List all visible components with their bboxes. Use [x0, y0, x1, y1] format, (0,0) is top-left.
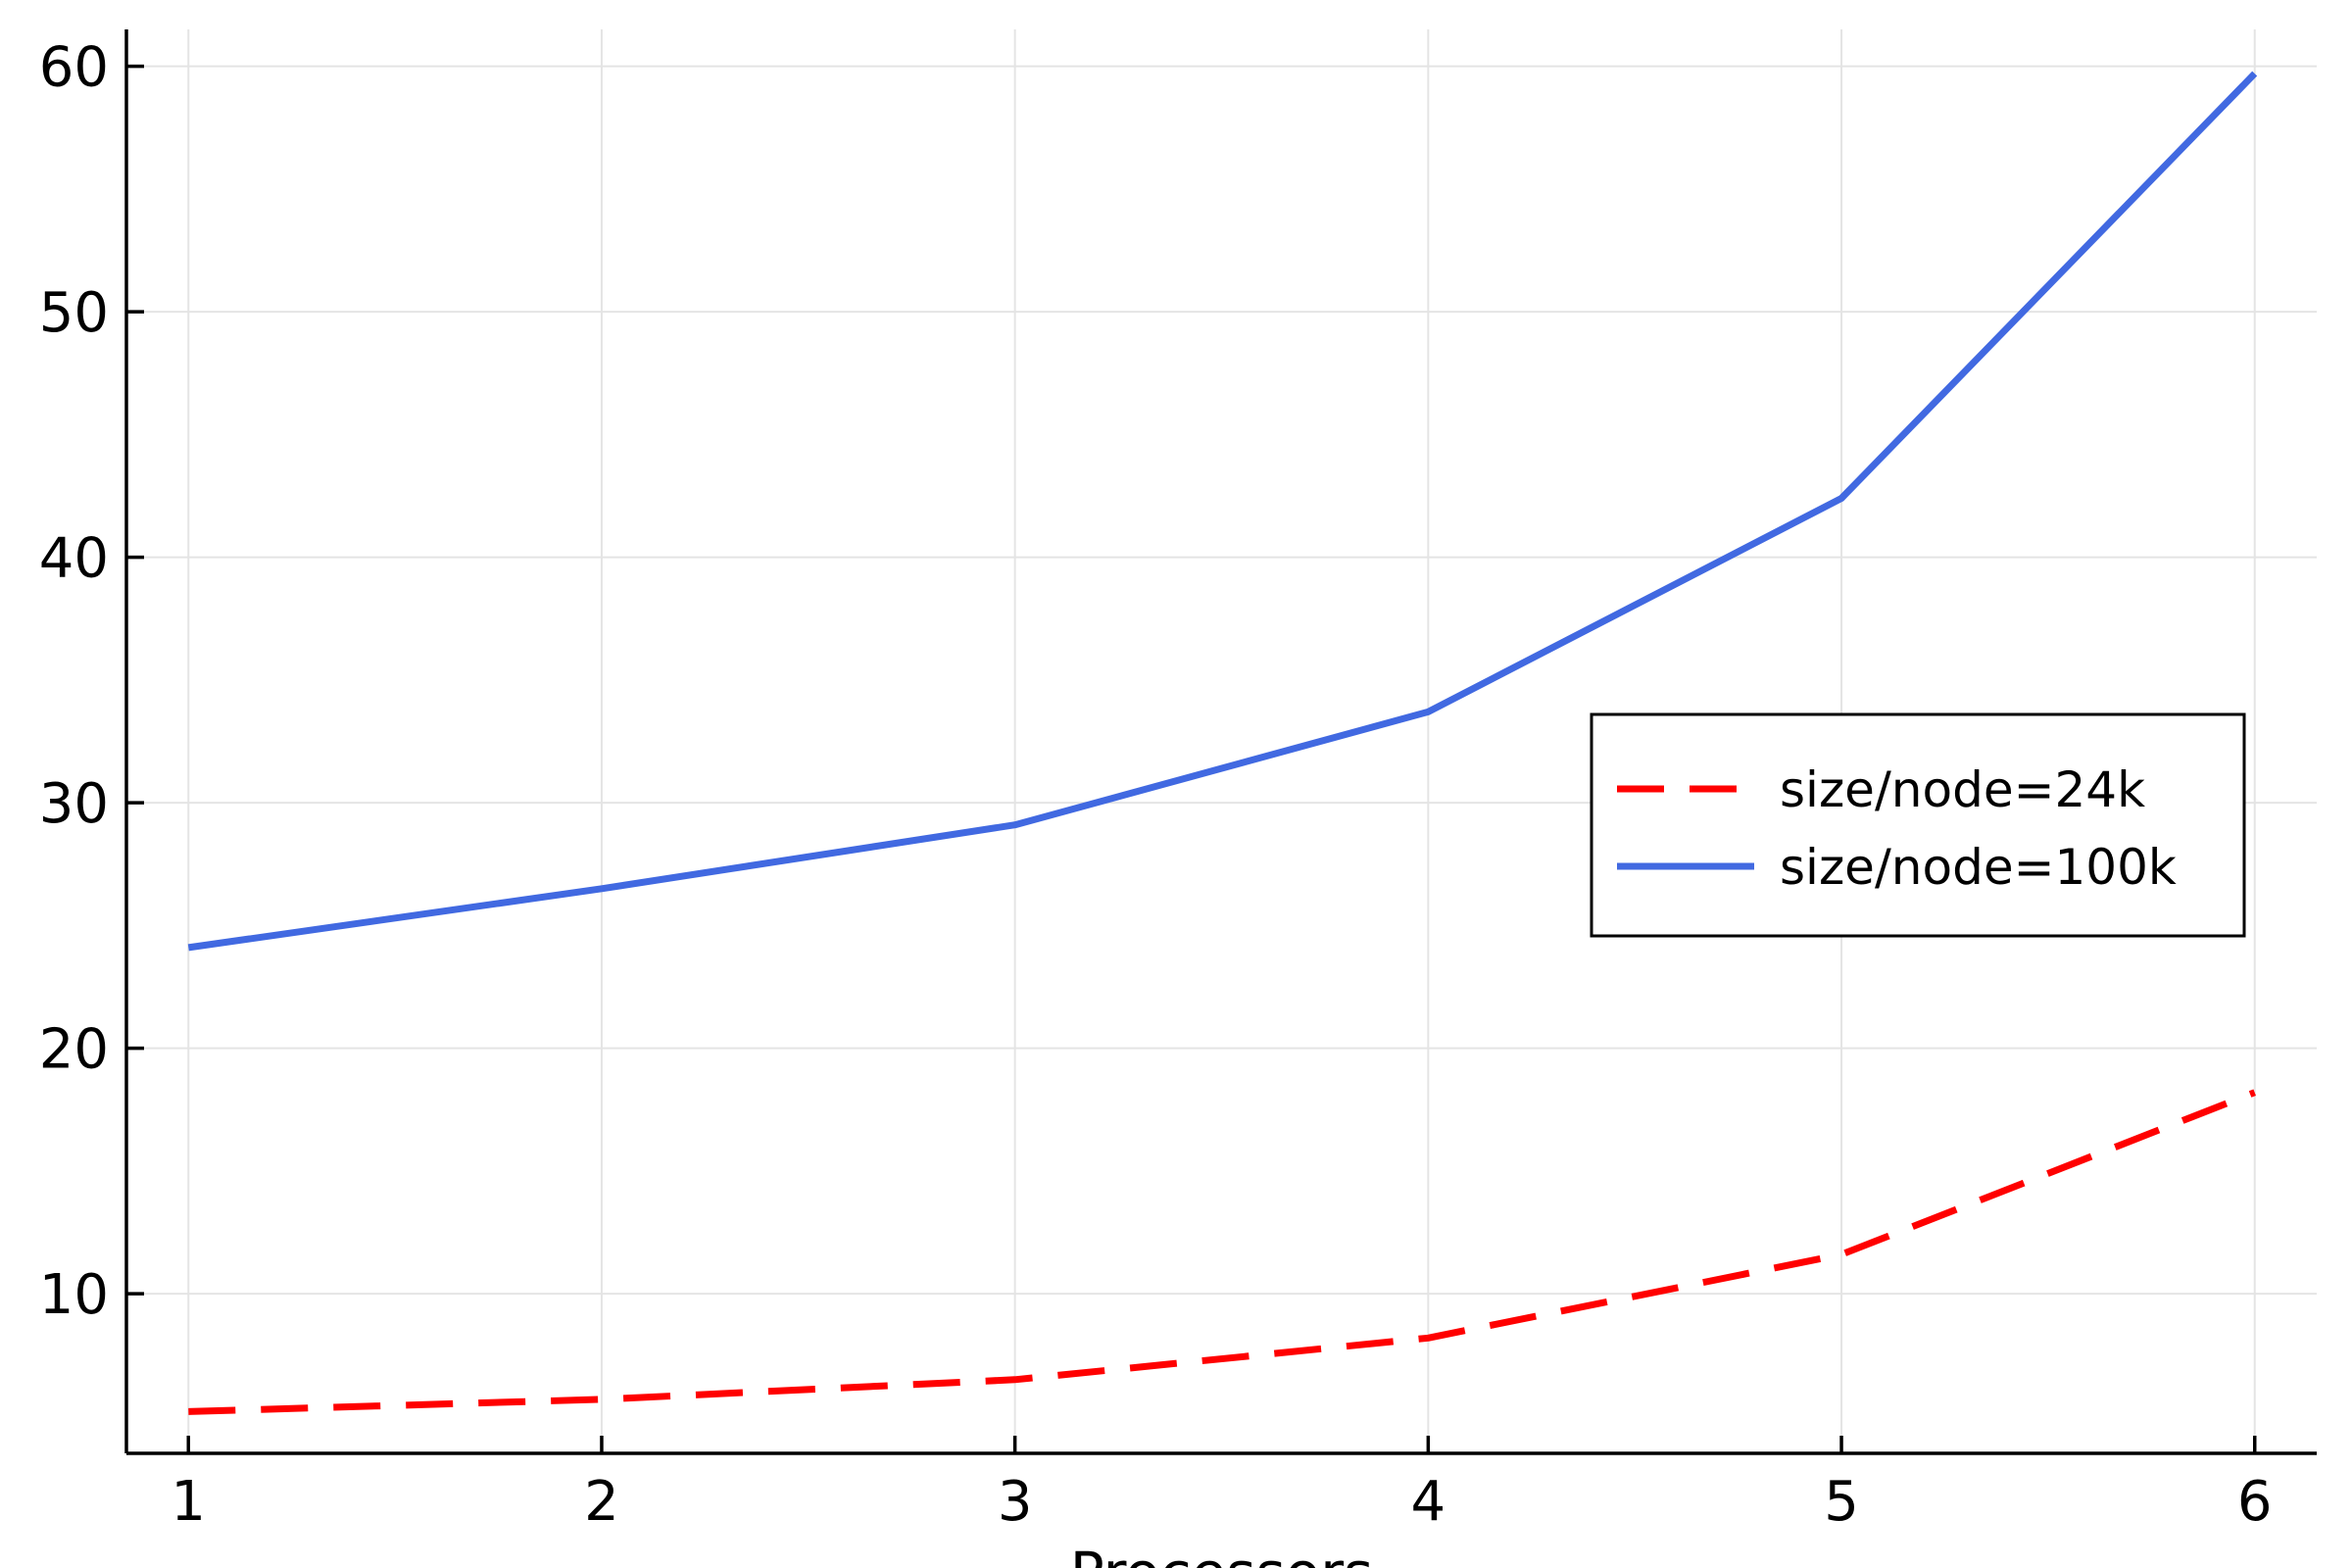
ticks: 1 2 3 4 5 6 10 20 30 40 50 60	[39, 36, 2273, 1534]
series-line-1	[187, 71, 2258, 952]
y-tick-label: 20	[39, 1018, 109, 1082]
legend: size/node=24k size/node=100k	[1590, 712, 2246, 938]
y-tick-label: 50	[39, 281, 109, 345]
axes	[124, 29, 2317, 1455]
y-tick-label: 10	[39, 1263, 109, 1327]
x-axis-label: Processors	[1070, 1540, 1374, 1568]
legend-box	[1590, 712, 2246, 938]
y-tick-label: 40	[39, 527, 109, 591]
y-tick-label: 60	[39, 36, 109, 100]
legend-label-0: size/node=24k	[1780, 761, 2145, 818]
y-tick-label: 30	[39, 772, 109, 836]
x-tick-label: 2	[584, 1470, 619, 1534]
legend-label-1: size/node=100k	[1780, 839, 2177, 896]
x-tick-label: 3	[998, 1470, 1033, 1534]
x-tick-label: 4	[1411, 1470, 1446, 1534]
x-tick-label: 6	[2237, 1470, 2273, 1534]
series	[187, 71, 2258, 1415]
x-tick-label: 1	[171, 1470, 206, 1534]
series-line-0	[188, 1089, 2256, 1415]
x-tick-label: 5	[1824, 1470, 1859, 1534]
